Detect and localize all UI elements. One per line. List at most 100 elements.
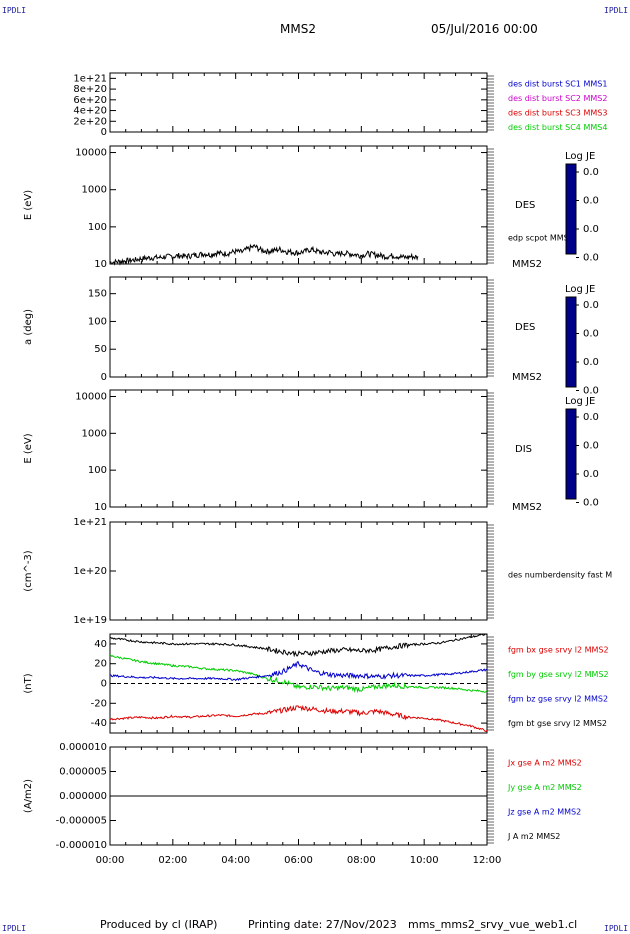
panel2-legend-label: edp scpot MMS2	[508, 234, 574, 243]
panel3-ytick-label: 150	[88, 289, 107, 300]
panel2-colorbar-value: 0.0	[583, 253, 599, 264]
panel1-ytick-label: 1e+21	[73, 73, 107, 84]
panel3-colorbar-value: 0.0	[583, 357, 599, 368]
panel2-ylabel: E (eV)	[23, 190, 34, 220]
panel3-sc-label: MMS2	[512, 372, 542, 383]
panel6-ytick-label: 40	[94, 639, 107, 650]
footer-printing-date: Printing date: 27/Nov/2023	[248, 918, 397, 931]
panel7-legend-label: J A m2 MMS2	[507, 832, 560, 841]
panel7-ytick-label: -0.000010	[56, 840, 107, 851]
panel2-ytick-label: 10	[94, 259, 107, 270]
panel5-frame	[109, 521, 488, 621]
panel5-ytick-label: 1e+19	[73, 615, 107, 626]
corner-label-bottom-left: IPDLI	[2, 924, 27, 933]
panel2-sc-label: MMS2	[512, 259, 542, 270]
panel4-ytick-label: 10000	[75, 391, 107, 402]
x-tick-label: 04:00	[221, 855, 250, 866]
panel5-ylabel: (cm^-3)	[23, 550, 34, 591]
panel3-colorbar-value: 0.0	[583, 386, 599, 397]
panel2-colorbar-title: Log JE	[565, 151, 595, 162]
panel3-ylabel: a (deg)	[23, 309, 34, 345]
panel6-legend-label: fgm bt gse srvy l2 MMS2	[508, 719, 607, 728]
panel1-legend-label: des dist burst SC3 MMS3	[508, 109, 607, 118]
panel4-frame	[109, 389, 488, 508]
x-tick-label: 08:00	[347, 855, 376, 866]
panel1-ytick-label: 2e+20	[73, 116, 107, 127]
panel7-ylabel: (A/m2)	[23, 779, 34, 813]
panel4-sc-label: MMS2	[512, 502, 542, 513]
panel1-ytick-label: 8e+20	[73, 84, 107, 95]
panel3-frame	[109, 276, 488, 378]
panel1-ytick-label: 6e+20	[73, 95, 107, 106]
panel6-ytick-label: 20	[94, 659, 107, 670]
x-tick-label: 10:00	[410, 855, 439, 866]
panel3-colorbar-value: 0.0	[583, 300, 599, 311]
panel4-ytick-label: 10	[94, 502, 107, 513]
panel2-ytick-label: 10000	[75, 148, 107, 159]
panel2-series-line-0	[109, 243, 419, 266]
panel6-ytick-label: -40	[91, 718, 107, 729]
panel7-legend-label: Jx gse A m2 MMS2	[507, 759, 582, 768]
panel3-colorbar	[565, 296, 577, 388]
panel7-legend-label: Jz gse A m2 MMS2	[507, 808, 581, 817]
panel3-colorbar-value: 0.0	[583, 329, 599, 340]
panel5-ytick-label: 1e+21	[73, 517, 107, 528]
panel1-legend-label: des dist burst SC2 MMS2	[508, 94, 607, 103]
panel2-colorbar	[565, 163, 577, 255]
x-tick-label: 00:00	[96, 855, 125, 866]
panel4-colorbar-value: 0.0	[583, 441, 599, 452]
corner-label-top-right: IPDLI	[604, 6, 629, 15]
panel2-ytick-label: 100	[88, 222, 107, 233]
panel3-instrument-label: DES	[515, 322, 535, 333]
panel7-ytick-label: 0.000005	[59, 767, 107, 778]
panel4-colorbar-value: 0.0	[583, 412, 599, 423]
panel7-ytick-label: 0.000010	[59, 742, 107, 753]
panel1-ytick-label: 4e+20	[73, 106, 107, 117]
panel1-legend-label: des dist burst SC4 MMS4	[508, 123, 607, 132]
panel6-series-line-0	[109, 704, 488, 733]
panel2-colorbar-value: 0.0	[583, 224, 599, 235]
panel5-legend-label: des numberdensity fast M	[508, 571, 612, 580]
panel4-instrument-label: DIS	[515, 444, 532, 455]
panel4-colorbar	[565, 408, 577, 500]
panel2-instrument-label: DES	[515, 200, 535, 211]
panel6-legend-label: fgm bx gse srvy l2 MMS2	[508, 646, 609, 655]
panel6-ylabel: (nT)	[23, 673, 34, 693]
panel1-legend-label: des dist burst SC1 MMS1	[508, 80, 607, 89]
x-tick-label: 06:00	[284, 855, 313, 866]
panel2-frame	[109, 145, 488, 265]
footer-produced-by: Produced by cl (IRAP)	[100, 918, 218, 931]
panel3-ytick-label: 50	[94, 344, 107, 355]
footer-file-name: mms_mms2_srvy_vue_web1.cl	[408, 918, 578, 931]
panel7-ytick-label: -0.000005	[56, 816, 107, 827]
x-tick-label: 02:00	[158, 855, 187, 866]
panel3-ytick-label: 100	[88, 316, 107, 327]
panel2-colorbar-value: 0.0	[583, 196, 599, 207]
corner-label-bottom-right: IPDLI	[604, 924, 629, 933]
panel1-frame	[109, 72, 488, 133]
panel2-colorbar-value: 0.0	[583, 167, 599, 178]
panel4-colorbar-value: 0.0	[583, 469, 599, 480]
panel3-ytick-label: 0	[101, 372, 107, 383]
panel6-ytick-label: -20	[91, 698, 107, 709]
panel6-legend-label: fgm bz gse srvy l2 MMS2	[508, 695, 608, 704]
panel4-ylabel: E (eV)	[23, 433, 34, 463]
panel5-ytick-label: 1e+20	[73, 566, 107, 577]
panel6-series-line-2	[109, 660, 488, 682]
panel4-colorbar-title: Log JE	[565, 396, 595, 407]
panel6-legend-label: fgm by gse srvy l2 MMS2	[508, 670, 609, 679]
panel2-ytick-label: 1000	[82, 185, 107, 196]
panel7-ytick-label: 0.000000	[59, 791, 107, 802]
panel6-series-line-3	[109, 633, 488, 658]
panel1-ytick-label: 0	[101, 127, 107, 138]
panel4-ytick-label: 1000	[82, 428, 107, 439]
corner-label-top-left: IPDLI	[2, 6, 27, 15]
panel4-colorbar-value: 0.0	[583, 498, 599, 509]
panel4-ytick-label: 100	[88, 465, 107, 476]
x-tick-label: 12:00	[473, 855, 502, 866]
page-title: MMS2	[280, 22, 316, 36]
date-label: 05/Jul/2016 00:00	[431, 22, 538, 36]
panel3-colorbar-title: Log JE	[565, 284, 595, 295]
panel7-legend-label: Jy gse A m2 MMS2	[507, 783, 582, 792]
